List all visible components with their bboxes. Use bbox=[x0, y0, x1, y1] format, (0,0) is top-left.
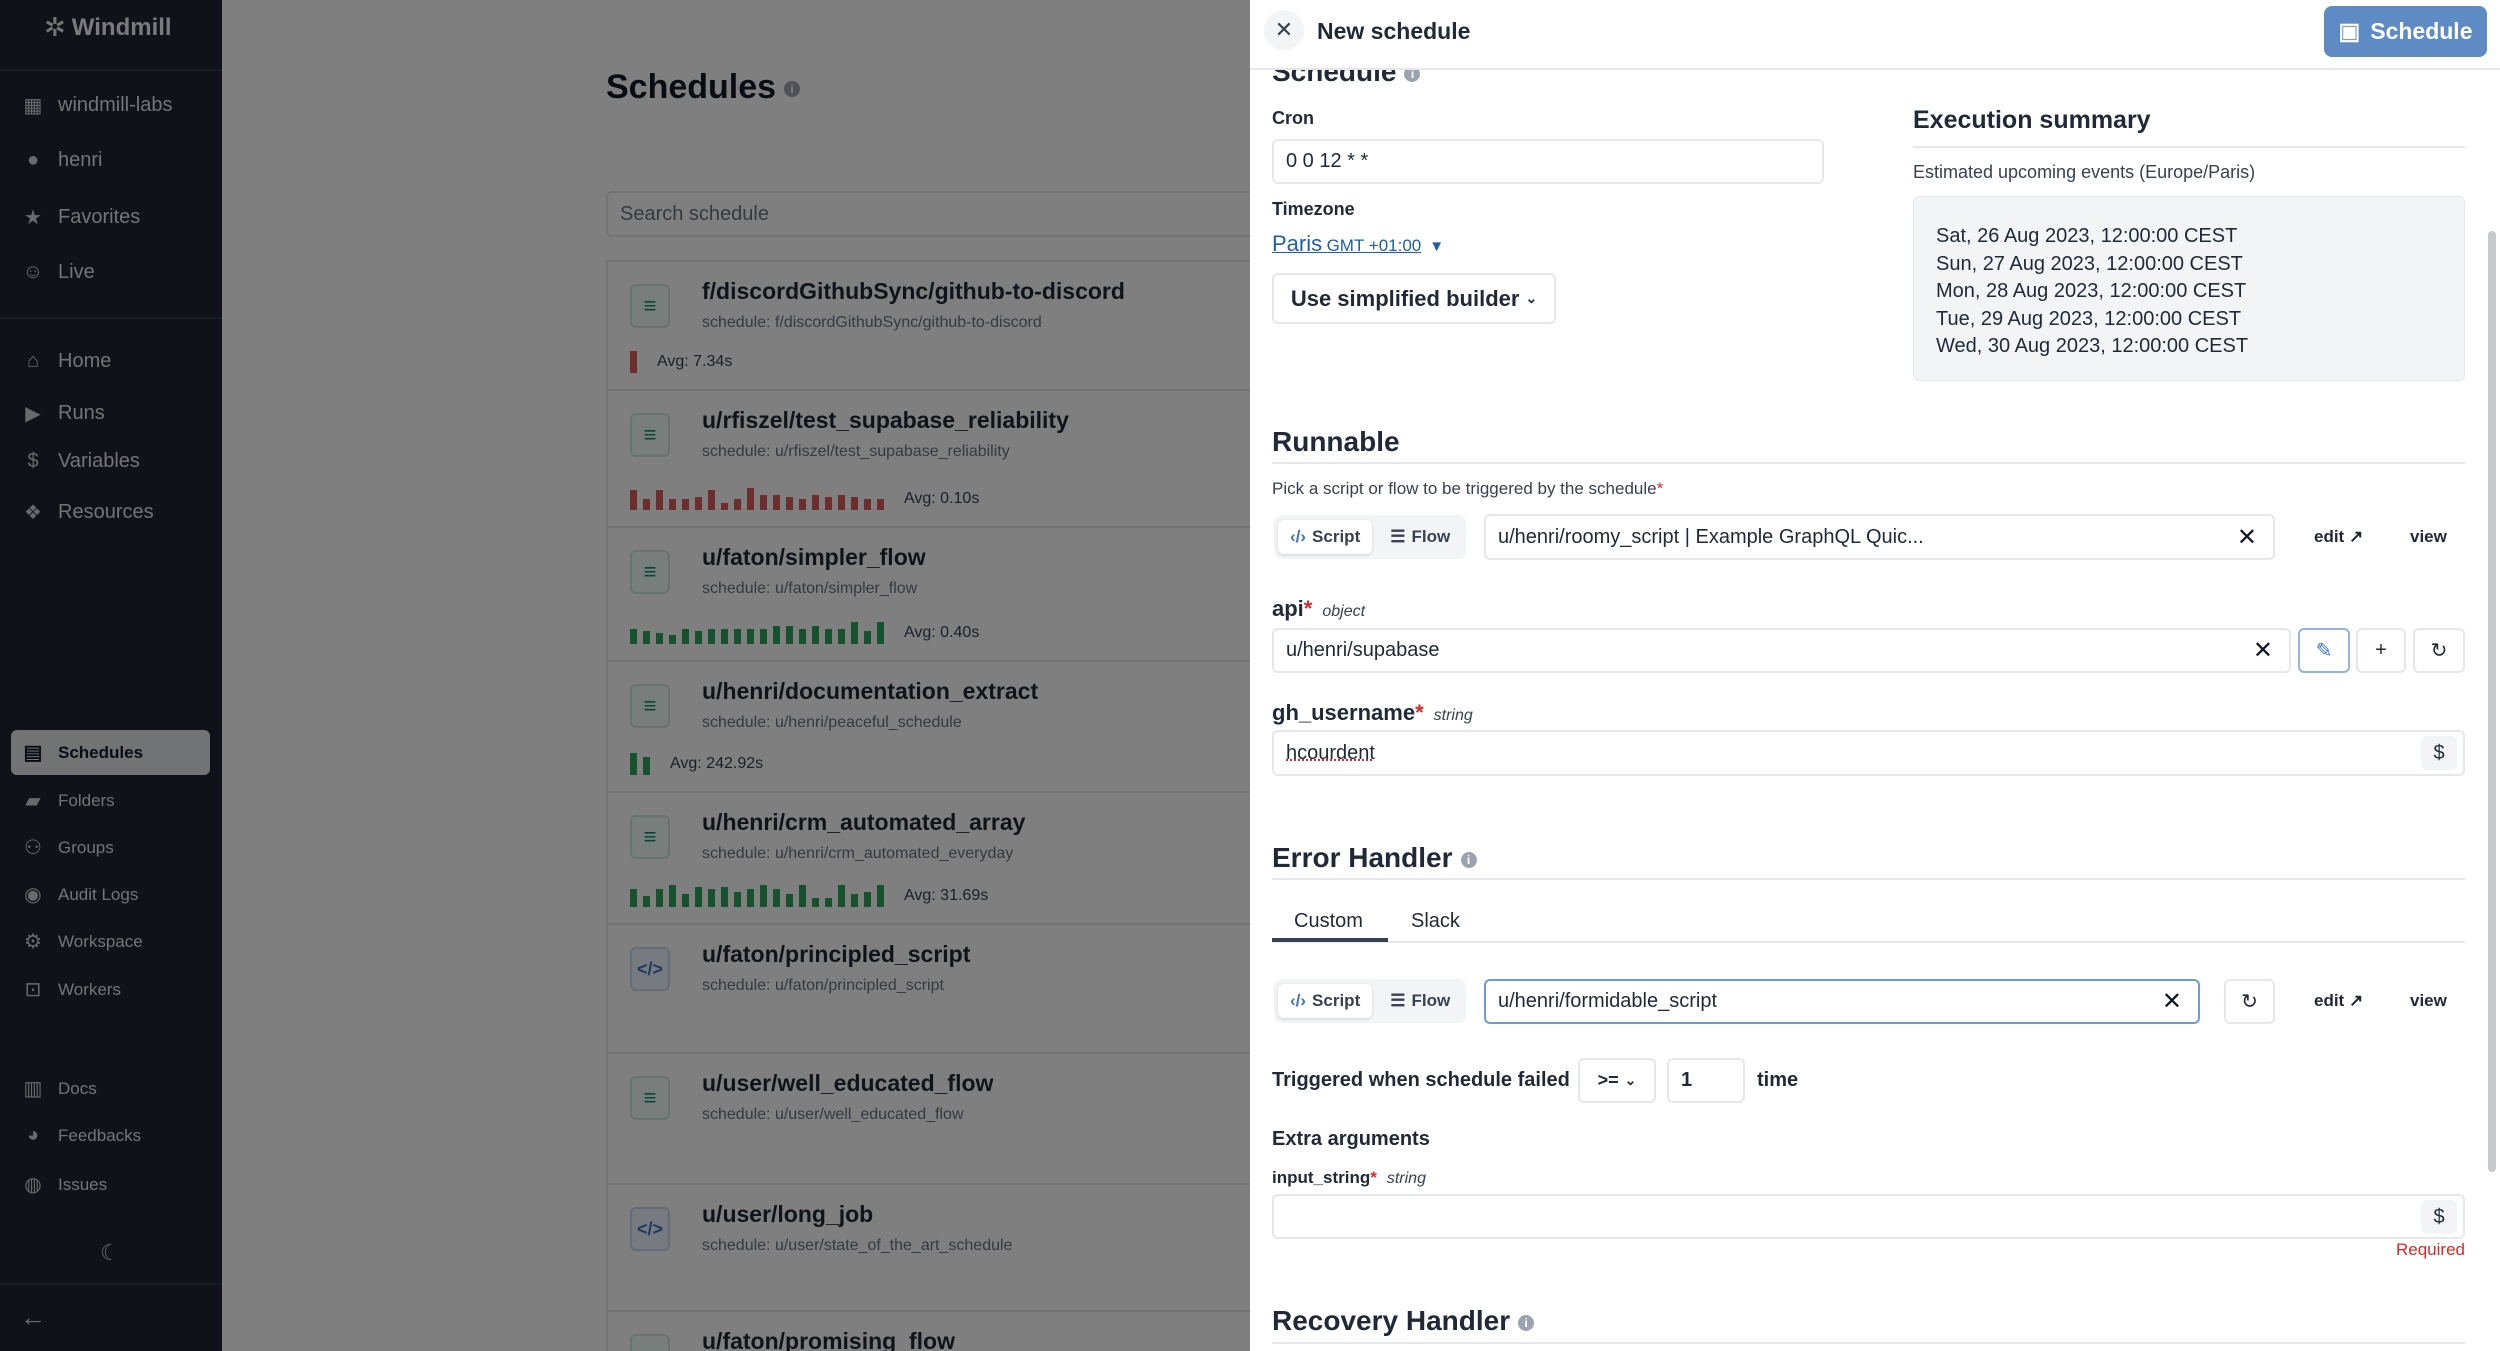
refresh-error-handler-button[interactable]: ↻ bbox=[2224, 979, 2275, 1024]
execution-summary-subtitle: Estimated upcoming events (Europe/Paris) bbox=[1913, 162, 2256, 182]
edit-error-handler-link[interactable]: edit ↗ bbox=[2314, 991, 2364, 1010]
chevron-down-icon: ⌄ bbox=[1624, 1072, 1637, 1088]
trigger-label: Triggered when schedule failed bbox=[1272, 1069, 1570, 1091]
close-drawer-button[interactable]: ✕ bbox=[1264, 10, 1304, 50]
execution-summary-heading: Execution summary bbox=[1913, 106, 2151, 134]
script-option[interactable]: ‹/› Script bbox=[1278, 984, 1373, 1018]
input-string-field[interactable]: $ bbox=[1272, 1194, 2465, 1239]
cron-label: Cron bbox=[1272, 108, 1314, 128]
clear-x-icon[interactable]: ✕ bbox=[2161, 988, 2182, 1015]
gh-username-input[interactable]: hcourdent $ bbox=[1272, 730, 2465, 776]
failure-times-input[interactable]: 1 bbox=[1667, 1058, 1745, 1103]
event-item: Sat, 26 Aug 2023, 12:00:00 CEST bbox=[1936, 225, 2238, 247]
refresh-resources-button[interactable]: ↻ bbox=[2413, 628, 2465, 673]
event-item: Mon, 28 Aug 2023, 12:00:00 CEST bbox=[1936, 280, 2247, 302]
flow-list-icon: ☰ bbox=[1390, 991, 1406, 1010]
recovery-handler-heading: Recovery Handler i bbox=[1272, 1305, 1535, 1337]
save-schedule-button[interactable]: ▣ Schedule bbox=[2324, 6, 2487, 57]
add-resource-button[interactable]: + bbox=[2356, 628, 2406, 673]
plus-icon: + bbox=[2375, 639, 2387, 661]
save-icon: ▣ bbox=[2338, 18, 2361, 44]
modal-backdrop[interactable] bbox=[0, 0, 1250, 1351]
clear-x-icon[interactable]: ✕ bbox=[2236, 523, 2257, 551]
divider bbox=[1272, 878, 2465, 880]
event-item: Tue, 29 Aug 2023, 12:00:00 CEST bbox=[1936, 307, 2242, 330]
code-icon: ‹/› bbox=[1290, 527, 1307, 546]
drawer-header: ✕ New schedule ▣ Schedule bbox=[1250, 0, 2500, 70]
view-runnable-link[interactable]: view bbox=[2410, 527, 2447, 546]
drawer-title: New schedule bbox=[1317, 18, 1471, 44]
flow-option[interactable]: ☰ Flow bbox=[1390, 991, 1451, 1010]
variable-dollar-button[interactable]: $ bbox=[2421, 1200, 2457, 1234]
error-handler-kind-toggle: ‹/› Script ☰ Flow bbox=[1274, 979, 1467, 1023]
variable-dollar-button[interactable]: $ bbox=[2421, 736, 2457, 770]
required-error-text: Required bbox=[2396, 1240, 2465, 1259]
pencil-icon: ✎ bbox=[2315, 640, 2333, 662]
api-resource-input[interactable]: u/henri/supabase ✕ bbox=[1272, 628, 2291, 673]
active-tab-indicator bbox=[1272, 938, 1388, 942]
external-link-icon: ↗ bbox=[2348, 527, 2364, 546]
tab-slack[interactable]: Slack bbox=[1411, 910, 1460, 932]
arg-label-gh-username: gh_username* string bbox=[1272, 700, 1473, 725]
code-icon: ‹/› bbox=[1290, 991, 1307, 1010]
new-schedule-drawer: ✕ New schedule ▣ Schedule Schedule i Cron … bbox=[1250, 0, 2500, 1351]
runnable-hint: Pick a script or flow to be triggered by… bbox=[1272, 479, 1664, 498]
flow-option[interactable]: ☰ Flow bbox=[1390, 527, 1451, 546]
script-option[interactable]: ‹/› Script bbox=[1278, 520, 1373, 554]
error-handler-heading: Error Handler i bbox=[1272, 842, 1477, 874]
edit-resource-button[interactable]: ✎ bbox=[2298, 628, 2350, 673]
cron-input[interactable]: 0 0 12 * * bbox=[1272, 139, 1824, 184]
runnable-path-select[interactable]: u/henri/roomy_script | Example GraphQL Q… bbox=[1484, 514, 2275, 560]
dollar-icon: $ bbox=[2433, 1205, 2445, 1228]
external-link-icon: ↗ bbox=[2348, 991, 2364, 1010]
timezone-selector[interactable]: Paris GMT +01:00 ▼ bbox=[1272, 231, 1445, 256]
divider bbox=[1913, 146, 2465, 148]
scrollbar-thumb[interactable] bbox=[2488, 231, 2496, 1172]
flow-list-icon: ☰ bbox=[1390, 527, 1406, 546]
divider bbox=[1272, 462, 2465, 464]
info-icon: i bbox=[1460, 851, 1477, 868]
clear-x-icon[interactable]: ✕ bbox=[2252, 637, 2273, 664]
edit-runnable-link[interactable]: edit ↗ bbox=[2314, 527, 2364, 546]
chevron-down-icon: ⌄ bbox=[1525, 290, 1538, 306]
info-icon: i bbox=[1518, 1314, 1535, 1331]
close-icon: ✕ bbox=[1274, 17, 1294, 42]
refresh-icon: ↻ bbox=[2430, 640, 2448, 662]
upcoming-events-list: Sat, 26 Aug 2023, 12:00:00 CEST Sun, 27 … bbox=[1913, 196, 2465, 381]
divider bbox=[1272, 1342, 2465, 1344]
error-handler-path-select[interactable]: u/henri/formidable_script ✕ bbox=[1484, 979, 2200, 1024]
timezone-label: Timezone bbox=[1272, 199, 1355, 219]
tab-custom[interactable]: Custom bbox=[1294, 910, 1363, 932]
arg-label-input-string: input_string* string bbox=[1272, 1168, 1426, 1187]
runnable-heading: Runnable bbox=[1272, 426, 1400, 457]
operator-select[interactable]: >= ⌄ bbox=[1578, 1058, 1656, 1103]
arg-label-api: api* object bbox=[1272, 596, 1366, 621]
caret-down-icon: ▼ bbox=[1429, 238, 1445, 255]
dollar-icon: $ bbox=[2433, 741, 2445, 764]
tabs-divider bbox=[1272, 941, 2465, 943]
event-item: Wed, 30 Aug 2023, 12:00:00 CEST bbox=[1936, 335, 2249, 357]
event-item: Sun, 27 Aug 2023, 12:00:00 CEST bbox=[1936, 252, 2243, 275]
runnable-kind-toggle: ‹/› Script ☰ Flow bbox=[1274, 515, 1467, 559]
simplified-builder-button[interactable]: Use simplified builder ⌄ bbox=[1272, 273, 1556, 324]
refresh-icon: ↻ bbox=[2241, 991, 2258, 1013]
extra-arguments-heading: Extra arguments bbox=[1272, 1128, 1430, 1150]
view-error-handler-link[interactable]: view bbox=[2410, 991, 2447, 1010]
time-label: time bbox=[1757, 1069, 1799, 1091]
